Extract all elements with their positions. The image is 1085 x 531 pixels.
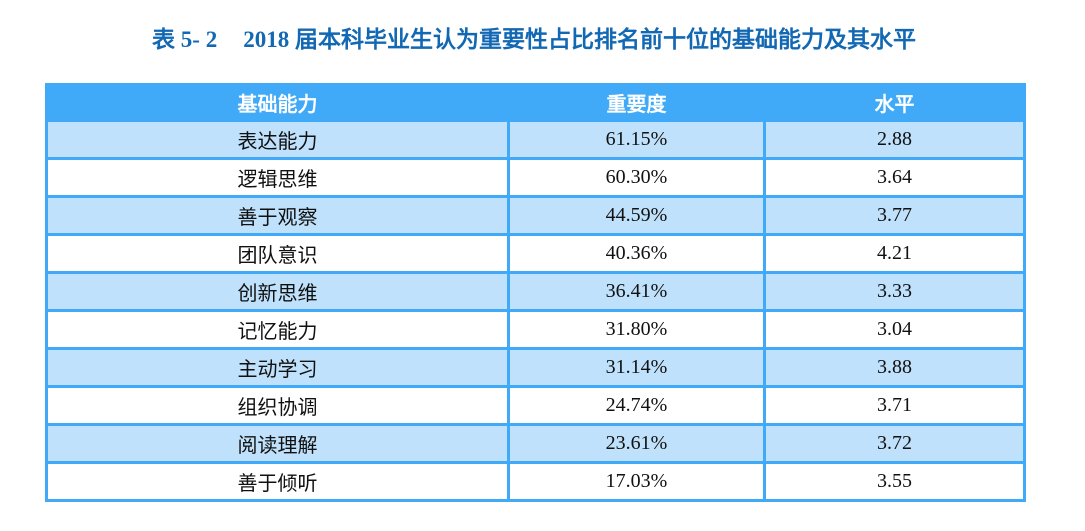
level-cell: 3.04 <box>763 309 1026 350</box>
level-cell: 3.33 <box>763 271 1026 312</box>
ability-cell: 表达能力 <box>45 119 510 160</box>
ability-cell: 善于观察 <box>45 195 510 236</box>
column-header-ability: 基础能力 <box>45 83 510 122</box>
ability-cell: 团队意识 <box>45 233 510 274</box>
level-cell: 2.88 <box>763 119 1026 160</box>
importance-cell: 40.36% <box>507 233 766 274</box>
ability-cell: 逻辑思维 <box>45 157 510 198</box>
table-header: 基础能力 重要度 水平 <box>45 83 1026 122</box>
importance-cell: 24.74% <box>507 385 766 426</box>
level-cell: 3.88 <box>763 347 1026 388</box>
level-cell: 3.64 <box>763 157 1026 198</box>
ability-cell: 记忆能力 <box>45 309 510 350</box>
table-body: 表达能力 61.15% 2.88 逻辑思维 60.30% 3.64 善于观察 4… <box>45 119 1026 502</box>
level-cell: 3.72 <box>763 423 1026 464</box>
column-header-importance: 重要度 <box>507 83 766 122</box>
ability-cell: 善于倾听 <box>45 461 510 502</box>
importance-cell: 23.61% <box>507 423 766 464</box>
ability-table: 基础能力 重要度 水平 表达能力 61.15% 2.88 逻辑思维 60.30%… <box>45 83 1026 502</box>
level-cell: 4.21 <box>763 233 1026 274</box>
table-title-text: 2018 届本科毕业生认为重要性占比排名前十位的基础能力及其水平 <box>243 27 916 52</box>
table-row: 组织协调 24.74% 3.71 <box>45 385 1026 426</box>
importance-cell: 60.30% <box>507 157 766 198</box>
table-number-label: 表 5- 2 <box>152 27 218 52</box>
importance-cell: 31.80% <box>507 309 766 350</box>
table-row: 善于观察 44.59% 3.77 <box>45 195 1026 236</box>
level-cell: 3.77 <box>763 195 1026 236</box>
table-caption: 表 5- 2 2018 届本科毕业生认为重要性占比排名前十位的基础能力及其水平 <box>45 20 1023 54</box>
ability-cell: 阅读理解 <box>45 423 510 464</box>
table-row: 记忆能力 31.80% 3.04 <box>45 309 1026 350</box>
table-row: 表达能力 61.15% 2.88 <box>45 119 1026 160</box>
column-header-level: 水平 <box>763 83 1026 122</box>
table-row: 善于倾听 17.03% 3.55 <box>45 461 1026 502</box>
table-row: 逻辑思维 60.30% 3.64 <box>45 157 1026 198</box>
ability-cell: 创新思维 <box>45 271 510 312</box>
table-row: 阅读理解 23.61% 3.72 <box>45 423 1026 464</box>
ability-cell: 主动学习 <box>45 347 510 388</box>
table-row: 团队意识 40.36% 4.21 <box>45 233 1026 274</box>
level-cell: 3.71 <box>763 385 1026 426</box>
importance-cell: 31.14% <box>507 347 766 388</box>
level-cell: 3.55 <box>763 461 1026 502</box>
importance-cell: 61.15% <box>507 119 766 160</box>
header-row: 基础能力 重要度 水平 <box>45 83 1026 122</box>
importance-cell: 17.03% <box>507 461 766 502</box>
importance-cell: 44.59% <box>507 195 766 236</box>
importance-cell: 36.41% <box>507 271 766 312</box>
table-row: 主动学习 31.14% 3.88 <box>45 347 1026 388</box>
table-row: 创新思维 36.41% 3.33 <box>45 271 1026 312</box>
ability-cell: 组织协调 <box>45 385 510 426</box>
